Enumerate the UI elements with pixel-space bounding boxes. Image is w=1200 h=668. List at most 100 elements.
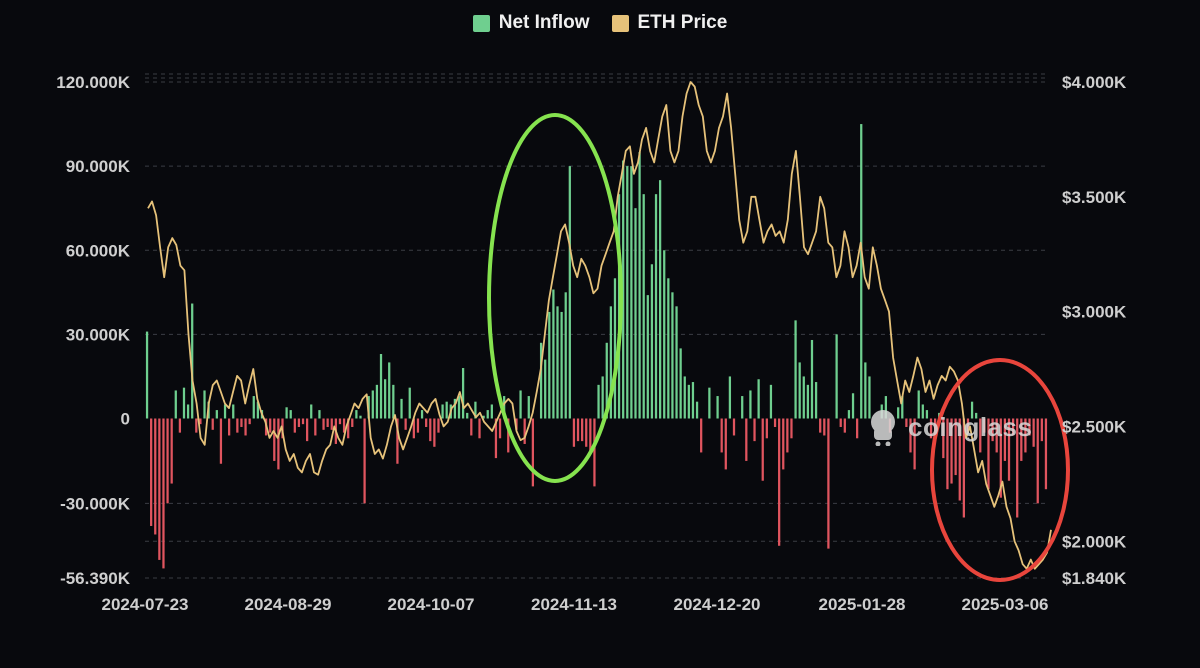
inflow-bar-negative <box>154 418 157 535</box>
inflow-bar-positive <box>642 194 645 419</box>
inflow-bar-negative <box>178 418 182 433</box>
inflow-bar-negative <box>314 418 317 436</box>
inflow-bar-positive <box>560 311 563 419</box>
inflow-bar-positive <box>868 376 871 419</box>
inflow-bar-positive <box>654 194 658 419</box>
eth-price-line-group <box>147 81 1052 570</box>
inflow-bar-negative <box>572 418 576 447</box>
inflow-bar-positive <box>851 393 855 419</box>
inflow-bar-negative <box>150 418 153 526</box>
inflow-bar-negative <box>306 418 309 442</box>
inflow-bar-positive <box>359 415 362 419</box>
inflow-bar-positive <box>453 398 457 419</box>
inflow-bar-negative <box>494 418 498 459</box>
inflow-bar-negative <box>326 418 329 427</box>
inflow-bar-negative <box>425 418 428 427</box>
inflow-bar-positive <box>975 412 978 419</box>
inflow-bar-negative <box>954 418 957 476</box>
x-tick-label: 2024-10-07 <box>388 595 475 614</box>
legend-item-eth-price[interactable]: ETH Price <box>611 12 728 34</box>
inflow-bar-positive <box>802 376 805 419</box>
inflow-bar-positive <box>503 396 506 419</box>
inflow-bar-negative <box>790 418 793 439</box>
inflow-bar-negative <box>983 418 986 433</box>
inflow-bar-negative <box>991 418 994 442</box>
x-tick-label: 2024-07-23 <box>102 595 189 614</box>
net-inflow-bars <box>145 124 1048 569</box>
inflow-bar-positive <box>679 348 682 419</box>
inflow-bar-positive <box>609 306 612 419</box>
inflow-bar-negative <box>942 418 945 459</box>
x-tick-label: 2024-12-20 <box>674 595 761 614</box>
legend-label-eth-price: ETH Price <box>637 12 728 33</box>
annotation-layer <box>487 113 1070 582</box>
inflow-bar-negative <box>170 418 173 484</box>
inflow-bar-positive <box>741 396 744 419</box>
legend-swatch-net-inflow <box>472 14 490 32</box>
green-highlight-circle <box>487 113 623 483</box>
inflow-bar-positive <box>749 390 752 419</box>
inflow-bar-positive <box>544 359 547 419</box>
inflow-bar-positive <box>884 396 887 419</box>
inflow-bar-negative <box>297 418 301 427</box>
inflow-bar-negative <box>363 418 366 504</box>
y-left-tick-label: 90.000K <box>66 157 131 176</box>
y-right-tick-label: $1.840K <box>1062 569 1127 588</box>
inflow-bar-negative <box>979 418 982 453</box>
inflow-bar-positive <box>663 250 666 419</box>
inflow-bar-positive <box>757 379 760 419</box>
inflow-bar-negative <box>765 418 768 439</box>
inflow-bar-positive <box>256 401 260 419</box>
inflow-bar-negative <box>342 418 346 433</box>
inflow-bar-positive <box>408 387 411 419</box>
eth-price-line <box>147 81 1052 570</box>
inflow-bar-negative <box>433 418 436 447</box>
y-left-tick-label: 0 <box>121 410 130 429</box>
inflow-bar-negative <box>338 418 342 425</box>
inflow-bar-positive <box>671 292 674 419</box>
inflow-bar-positive <box>355 410 358 419</box>
inflow-bar-negative <box>199 418 202 425</box>
inflow-bar-negative <box>293 418 296 433</box>
inflow-bar-negative <box>1011 418 1015 436</box>
inflow-bar-negative <box>929 418 933 439</box>
inflow-bar-positive <box>634 208 637 419</box>
inflow-bar-negative <box>589 418 592 453</box>
inflow-bar-negative <box>1007 418 1011 481</box>
inflow-bar-negative <box>236 418 239 433</box>
inflow-bar-negative <box>987 418 990 490</box>
inflow-bar-positive <box>687 384 690 419</box>
inflow-bar-positive <box>182 387 186 419</box>
inflow-bar-positive <box>708 387 711 419</box>
inflow-bar-negative <box>782 418 785 470</box>
inflow-bar-negative <box>966 418 970 433</box>
y-right-tick-label: $3.500K <box>1062 188 1127 207</box>
inflow-bar-positive <box>860 124 863 419</box>
inflow-bar-positive <box>864 362 867 419</box>
inflow-bar-negative <box>1036 418 1039 504</box>
inflow-bar-positive <box>191 303 194 419</box>
inflow-bar-positive <box>921 404 924 419</box>
inflow-bar-positive <box>215 410 218 419</box>
inflow-bar-positive <box>548 311 551 419</box>
inflow-bar-negative <box>778 418 781 546</box>
inflow-bar-positive <box>630 166 633 419</box>
inflow-bar-positive <box>691 382 695 419</box>
inflow-bar-positive <box>675 306 678 419</box>
inflow-bar-positive <box>597 384 600 419</box>
inflow-bar-negative <box>404 418 407 430</box>
inflow-bar-positive <box>556 306 559 419</box>
x-tick-label: 2024-11-13 <box>531 595 617 614</box>
inflow-bar-positive <box>601 376 604 419</box>
inflow-bar-positive <box>441 404 444 419</box>
inflow-bar-negative <box>999 418 1002 498</box>
inflow-bar-positive <box>203 390 206 419</box>
y-left-tick-label: -30.000K <box>60 494 131 513</box>
legend-item-net-inflow[interactable]: Net Inflow <box>472 12 590 34</box>
inflow-bar-negative <box>585 418 588 447</box>
inflow-bar-positive <box>445 401 448 419</box>
y-left-tick-label: 30.000K <box>66 325 131 344</box>
inflow-bar-negative <box>351 418 354 427</box>
inflow-bar-negative <box>839 418 842 427</box>
